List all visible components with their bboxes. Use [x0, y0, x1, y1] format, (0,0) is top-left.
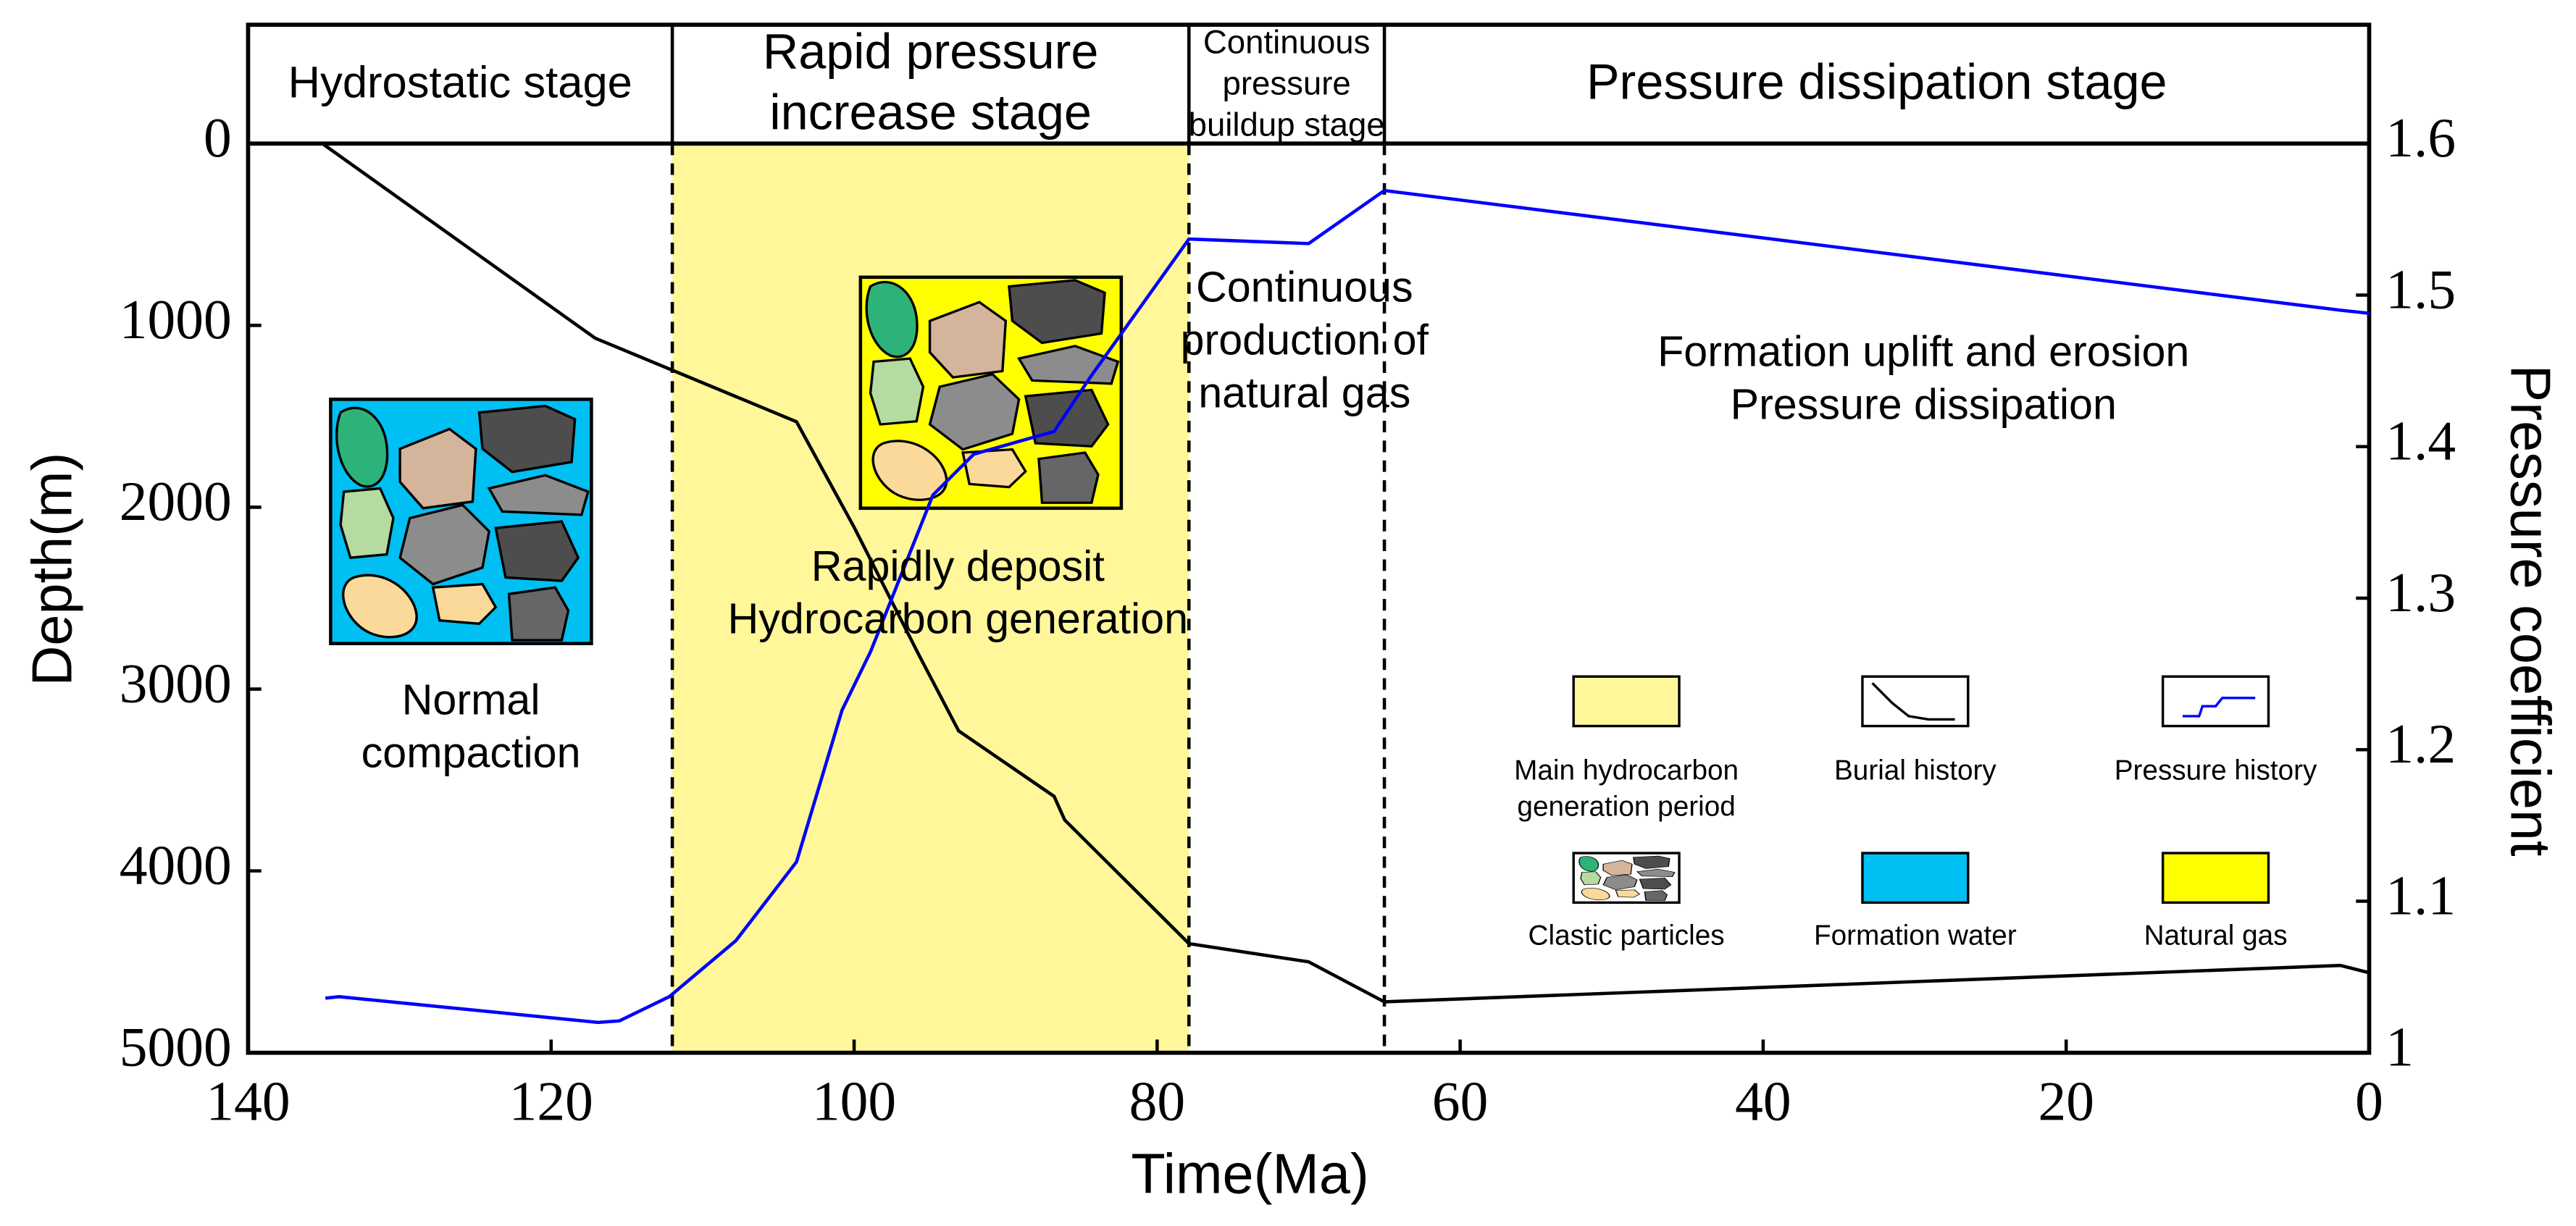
series-line — [321, 142, 2370, 1004]
y2-tick-label: 1.6 — [2385, 106, 2456, 169]
annotation: Pressure dissipation — [1731, 379, 2117, 428]
water-grains — [335, 404, 590, 642]
legend-swatch — [1572, 675, 1681, 728]
stage-label: Hydrostatic stage — [288, 58, 632, 108]
x-tick-label: 120 — [509, 1070, 593, 1133]
annotation: Formation uplift and erosion — [1657, 327, 2189, 376]
y2-tick-label: 1.5 — [2385, 258, 2456, 320]
x-tick-label: 20 — [2038, 1070, 2094, 1133]
y-tick-label: 0 — [204, 106, 232, 169]
y-tick-label: 1000 — [120, 288, 232, 350]
x-tick-label: 140 — [206, 1070, 290, 1133]
stage-label: Continuous — [1203, 24, 1371, 61]
y2-tick-label: 1.2 — [2385, 713, 2456, 775]
series-line — [325, 188, 2370, 1025]
annotation: compaction — [361, 728, 581, 776]
y2-axis-label: Pressure coefficient — [2498, 365, 2561, 857]
legend-swatch — [2161, 852, 2270, 904]
y2-tick-label: 1.3 — [2385, 561, 2456, 624]
stage-label: pressure — [1223, 65, 1351, 102]
stage-label: Pressure dissipation stage — [1586, 55, 2167, 110]
annotation: Hydrocarbon generation — [728, 595, 1189, 643]
spacer — [2, 1, 4, 3]
legend-line — [1871, 682, 1955, 721]
x-tick-label: 60 — [1432, 1070, 1488, 1133]
legend-swatch — [1861, 852, 1970, 904]
y-axis-label: Depth(m) — [22, 453, 84, 687]
legend-label: Natural gas — [2144, 920, 2288, 951]
x-tick-label: 40 — [1735, 1070, 1791, 1133]
annotation: production of — [1181, 316, 1429, 364]
x-tick-label: 80 — [1129, 1070, 1185, 1133]
y-tick-label: 4000 — [120, 834, 232, 896]
legend-label: Burial history — [1834, 755, 1996, 786]
stage-label: increase stage — [769, 85, 1092, 140]
y-tick-label: 5000 — [120, 1016, 232, 1078]
x-axis-label: Time(Ma) — [1131, 1143, 1369, 1205]
y-tick-label: 3000 — [120, 652, 232, 714]
y2-tick-label: 1 — [2385, 1016, 2414, 1078]
legend-label: Main hydrocarbon — [1514, 755, 1739, 786]
stage-label: Rapid pressure — [763, 24, 1098, 79]
y-tick-label: 2000 — [120, 470, 232, 532]
legend-label: Pressure history — [2115, 755, 2317, 786]
legend-line — [2183, 697, 2256, 718]
frame — [246, 22, 2372, 1055]
legend-grains — [1578, 855, 1676, 902]
annotation: Rapidly deposit — [811, 542, 1105, 590]
y2-tick-label: 1.4 — [2385, 410, 2456, 472]
annotation: Normal — [402, 675, 540, 723]
legend-box — [2161, 675, 2270, 728]
legend-label: Clastic particles — [1529, 920, 1725, 951]
x-tick-label: 100 — [812, 1070, 896, 1133]
annotation: natural gas — [1198, 369, 1410, 417]
annotation: Continuous — [1196, 263, 1413, 311]
legend-label: Formation water — [1814, 920, 2017, 951]
legend-label: generation period — [1517, 792, 1735, 823]
y2-tick-label: 1.1 — [2385, 864, 2456, 926]
annotations: Normal compaction Rapidly deposit Hydroc… — [361, 263, 2190, 777]
x-tick-label: 0 — [2355, 1070, 2383, 1133]
stage-label: buildup stage — [1189, 106, 1385, 143]
